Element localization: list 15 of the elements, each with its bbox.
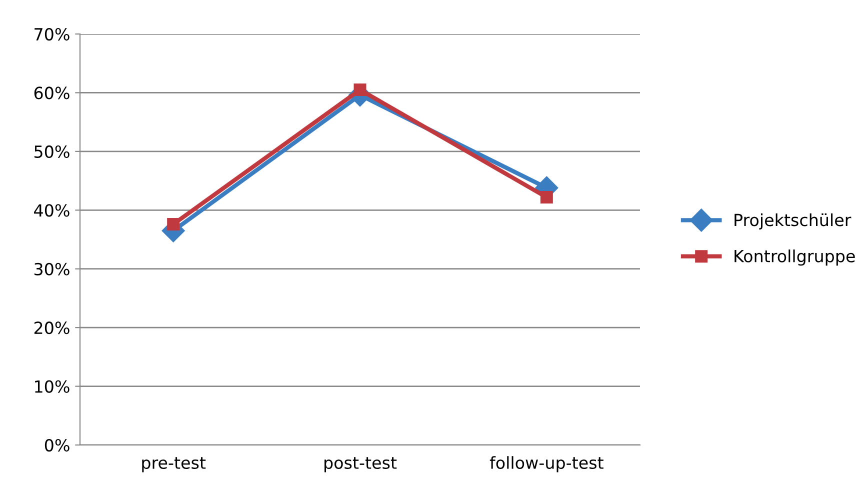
legend-label: Kontrollgruppe — [734, 250, 855, 266]
x-tick-label: pre-test — [142, 457, 206, 472]
y-tick-label: 70% — [34, 28, 70, 41]
point — [167, 218, 180, 230]
point — [540, 190, 553, 204]
x-tick-label: post-test — [324, 457, 397, 472]
y-tick-label: 0% — [44, 438, 70, 452]
y-tick-label: 50% — [34, 145, 70, 158]
y-tick-label: 40% — [34, 204, 70, 217]
y-tick-label: 30% — [34, 262, 70, 276]
legend-label: Projektschüler — [734, 213, 852, 230]
y-tick-label: 60% — [34, 86, 70, 100]
x-tick-label: follow-up-test — [490, 456, 604, 472]
y-tick-label: 10% — [35, 380, 70, 393]
y-tick-label: 20% — [34, 322, 70, 334]
